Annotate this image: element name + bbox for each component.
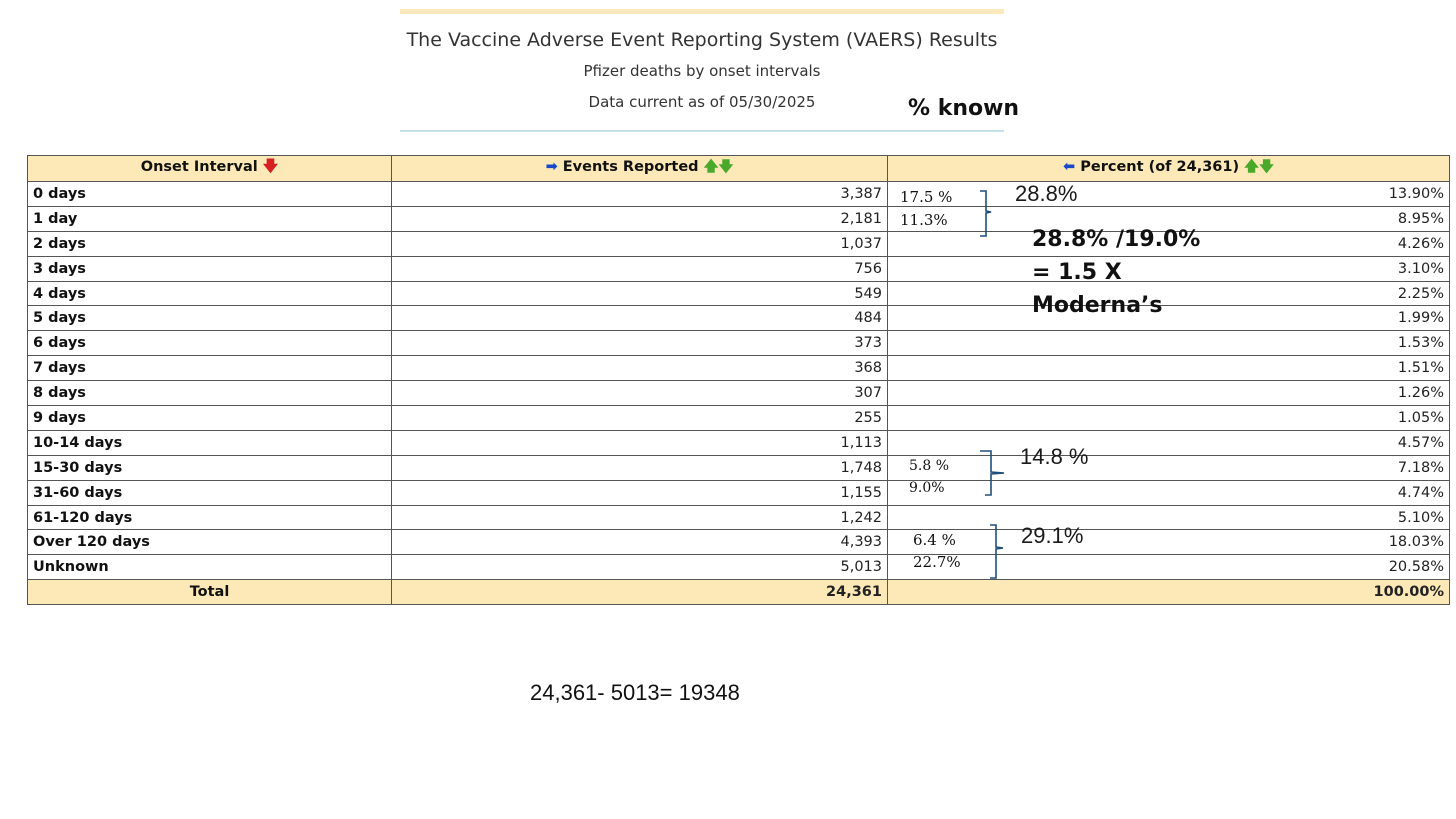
onset-interval-cell: 6 days	[27, 330, 392, 357]
annotation-over-120-pct: 22.7%	[913, 553, 961, 571]
table-row: 7 days 368 1.51%	[27, 355, 1450, 382]
onset-interval-cell: Over 120 days	[27, 529, 392, 556]
annotation-0-days-pct: 17.5 %	[900, 188, 953, 206]
table-row: 3 days 756 3.10%	[27, 255, 1450, 282]
annotation-group-late: 29.1%	[1021, 523, 1084, 548]
onset-interval-cell: 9 days	[27, 405, 392, 431]
table-row: 0 days 3,387 13.90%	[27, 181, 1450, 207]
column-header-events-reported[interactable]: ➡ Events Reported 🡅🡇	[391, 155, 888, 182]
percent-cell: 3.10%	[887, 255, 1450, 282]
table-total-row: Total 24,361 100.00%	[27, 579, 1450, 606]
onset-interval-cell: 7 days	[27, 355, 392, 382]
annotation-group-middle: 14.8 %	[1020, 444, 1089, 469]
onset-interval-cell: 31-60 days	[27, 479, 392, 506]
table-row: 9 days 255 1.05%	[27, 405, 1450, 431]
column-header-onset-interval[interactable]: Onset Interval 🡇	[27, 155, 392, 182]
onset-interval-table: Onset Interval 🡇 ➡ Events Reported 🡅🡇 ⬅ …	[27, 155, 1450, 606]
table-row: 2 days 1,037 4.26%	[27, 230, 1450, 257]
page-title: The Vaccine Adverse Event Reporting Syst…	[406, 29, 998, 51]
table-row: 10-14 days 1,113 4.57%	[27, 429, 1450, 456]
percent-cell: 1.99%	[887, 305, 1450, 332]
percent-cell: 1.53%	[887, 330, 1450, 357]
percent-cell: 2.25%	[887, 280, 1450, 307]
events-reported-cell: 2,181	[391, 205, 888, 232]
annotation-ratio-line-3: Moderna’s	[1032, 293, 1163, 318]
known-total-calculation: 24,361- 5013= 19348	[530, 680, 740, 705]
onset-interval-cell: 3 days	[27, 255, 392, 282]
table-row: 4 days 549 2.25%	[27, 280, 1450, 307]
events-reported-cell: 1,113	[391, 429, 888, 456]
sort-up-icon[interactable]: 🡅	[703, 159, 719, 175]
arrow-right-icon[interactable]: ➡	[545, 159, 558, 175]
events-reported-cell: 756	[391, 255, 888, 282]
percent-cell: 4.57%	[887, 429, 1450, 456]
onset-interval-cell: 8 days	[27, 380, 392, 407]
onset-interval-cell: 15-30 days	[27, 454, 392, 481]
onset-interval-cell: 4 days	[27, 280, 392, 307]
percent-cell: 7.18%	[887, 454, 1450, 481]
events-reported-cell: 4,393	[391, 529, 888, 556]
annotation-10-14-pct: 5.8 %	[909, 458, 950, 474]
percent-cell: 5.10%	[887, 504, 1450, 531]
events-reported-cell: 1,155	[391, 479, 888, 506]
events-reported-cell: 549	[391, 280, 888, 307]
column-header-label: Events Reported	[562, 159, 699, 175]
table-row: Over 120 days 4,393 18.03%	[27, 529, 1450, 556]
table-row: Unknown 5,013 20.58%	[27, 554, 1450, 581]
table-row: 31-60 days 1,155 4.74%	[27, 479, 1450, 506]
table-row: 8 days 307 1.26%	[27, 380, 1450, 407]
percent-cell: 4.74%	[887, 479, 1450, 506]
onset-interval-cell: Unknown	[27, 554, 392, 581]
annotation-1-day-pct: 11.3%	[900, 211, 948, 229]
known-percent-label: % known	[908, 96, 1020, 121]
page-subtitle: Pfizer deaths by onset intervals	[583, 62, 821, 80]
annotation-15-30-pct: 9.0%	[909, 480, 945, 496]
total-percent: 100.00%	[887, 579, 1450, 606]
events-reported-cell: 5,013	[391, 554, 888, 581]
column-header-label: Percent (of 24,361)	[1080, 159, 1240, 175]
onset-interval-cell: 5 days	[27, 305, 392, 332]
events-reported-cell: 484	[391, 305, 888, 332]
events-reported-cell: 368	[391, 355, 888, 382]
events-reported-cell: 1,748	[391, 454, 888, 481]
events-reported-cell: 373	[391, 330, 888, 357]
sort-down-icon[interactable]: 🡇	[1259, 159, 1274, 175]
percent-cell: 13.90%	[887, 181, 1450, 207]
arrow-left-icon[interactable]: ⬅	[1063, 159, 1076, 175]
events-reported-cell: 3,387	[391, 181, 888, 207]
onset-interval-cell: 2 days	[27, 230, 392, 257]
data-date: Data current as of 05/30/2025	[588, 93, 816, 111]
percent-cell: 18.03%	[887, 529, 1450, 556]
total-label: Total	[27, 579, 392, 606]
table-row: 15-30 days 1,748 7.18%	[27, 454, 1450, 481]
sort-up-icon[interactable]: 🡅	[1244, 159, 1260, 175]
events-reported-cell: 1,242	[391, 504, 888, 531]
table-row: 61-120 days 1,242 5.10%	[27, 504, 1450, 531]
table-row: 1 day 2,181 8.95%	[27, 205, 1450, 232]
percent-cell: 20.58%	[887, 554, 1450, 581]
onset-interval-cell: 10-14 days	[27, 429, 392, 456]
sort-down-icon[interactable]: 🡇	[262, 157, 279, 175]
annotation-group-first-days: 28.8%	[1015, 181, 1078, 206]
annotation-ratio-line-2: = 1.5 X	[1032, 260, 1122, 285]
table-header-row: Onset Interval 🡇 ➡ Events Reported 🡅🡇 ⬅ …	[27, 155, 1450, 182]
percent-cell: 1.51%	[887, 355, 1450, 382]
onset-interval-cell: 61-120 days	[27, 504, 392, 531]
events-reported-cell: 307	[391, 380, 888, 407]
sort-down-icon[interactable]: 🡇	[718, 159, 734, 175]
events-reported-cell: 1,037	[391, 230, 888, 257]
percent-cell: 1.05%	[887, 405, 1450, 431]
column-header-label: Onset Interval	[140, 159, 258, 175]
annotation-ratio-line-1: 28.8% /19.0%	[1032, 227, 1201, 252]
table-row: 5 days 484 1.99%	[27, 305, 1450, 332]
percent-cell: 1.26%	[887, 380, 1450, 407]
onset-interval-cell: 1 day	[27, 205, 392, 232]
report-header: The Vaccine Adverse Event Reporting Syst…	[400, 9, 1004, 132]
events-reported-cell: 255	[391, 405, 888, 431]
onset-interval-cell: 0 days	[27, 181, 392, 207]
table-row: 6 days 373 1.53%	[27, 330, 1450, 357]
total-events: 24,361	[391, 579, 888, 606]
annotation-61-120-pct: 6.4 %	[913, 531, 956, 549]
column-header-percent[interactable]: ⬅ Percent (of 24,361) 🡅🡇	[887, 155, 1450, 182]
